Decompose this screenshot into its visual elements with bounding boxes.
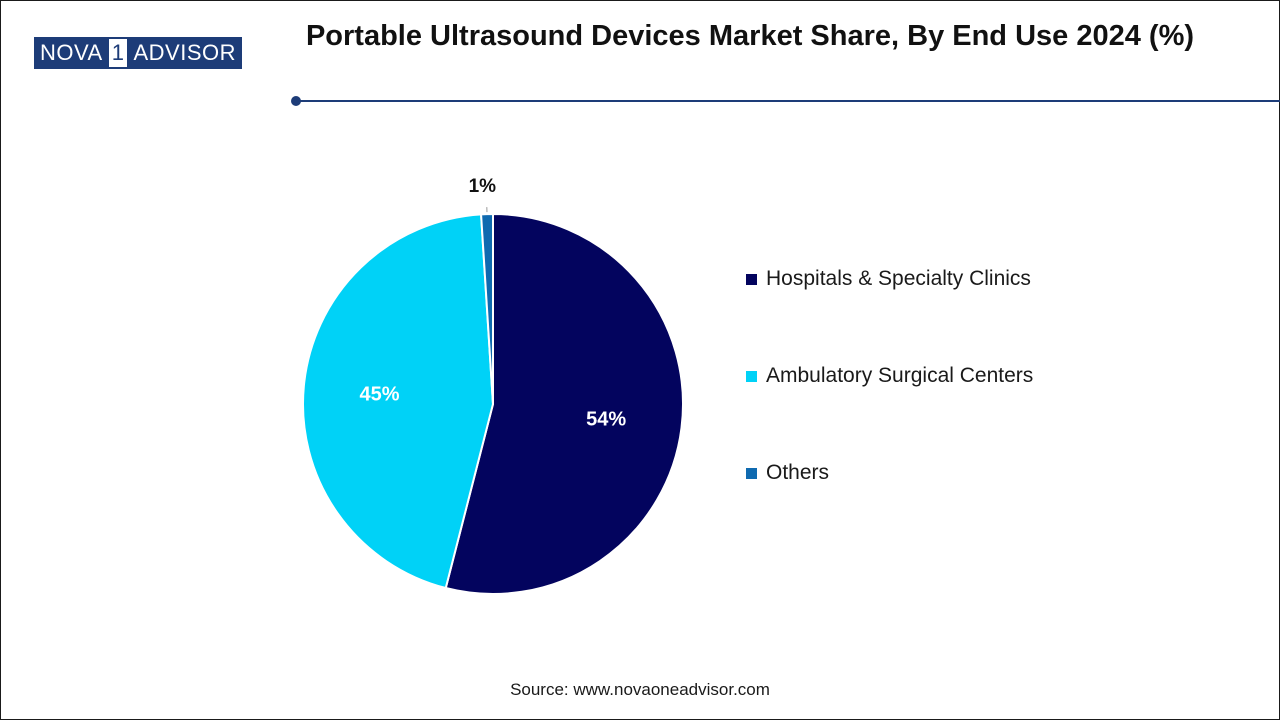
slice-label-2: 1% (469, 176, 497, 197)
slice-label-0: 54% (586, 408, 626, 430)
source-note: Source: www.novaoneadvisor.com (510, 680, 770, 699)
legend-label-0: Hospitals & Specialty Clinics (766, 267, 1031, 290)
title-rule (300, 100, 1280, 102)
legend-item-0: Hospitals & Specialty Clinics (746, 264, 1033, 294)
logo-text-left: NOVA (40, 40, 103, 65)
logo-number: 1 (106, 37, 130, 69)
legend-label-2: Others (766, 461, 830, 484)
legend-label-1: Ambulatory Surgical Centers (766, 364, 1034, 387)
title-rule-dot (291, 96, 301, 106)
chart-title: Portable Ultrasound Devices Market Share… (305, 20, 1195, 52)
brand-logo: NOVA 1 ADVISOR (34, 37, 242, 69)
legend-swatch-1 (746, 370, 757, 382)
chart-legend: Hospitals & Specialty Clinics Ambulatory … (746, 264, 1033, 555)
pie-slice-0 (444, 212, 684, 595)
legend-swatch-2 (746, 467, 757, 479)
legend-item-1: Ambulatory Surgical Centers (746, 361, 1033, 391)
slice-label-1: 45% (359, 383, 399, 405)
pie-slice-1 (302, 213, 495, 590)
pie-slice-2 (480, 212, 494, 405)
logo-text-right: ADVISOR (133, 40, 236, 65)
legend-swatch-0 (746, 273, 757, 285)
legend-item-2: Others (746, 458, 1033, 488)
